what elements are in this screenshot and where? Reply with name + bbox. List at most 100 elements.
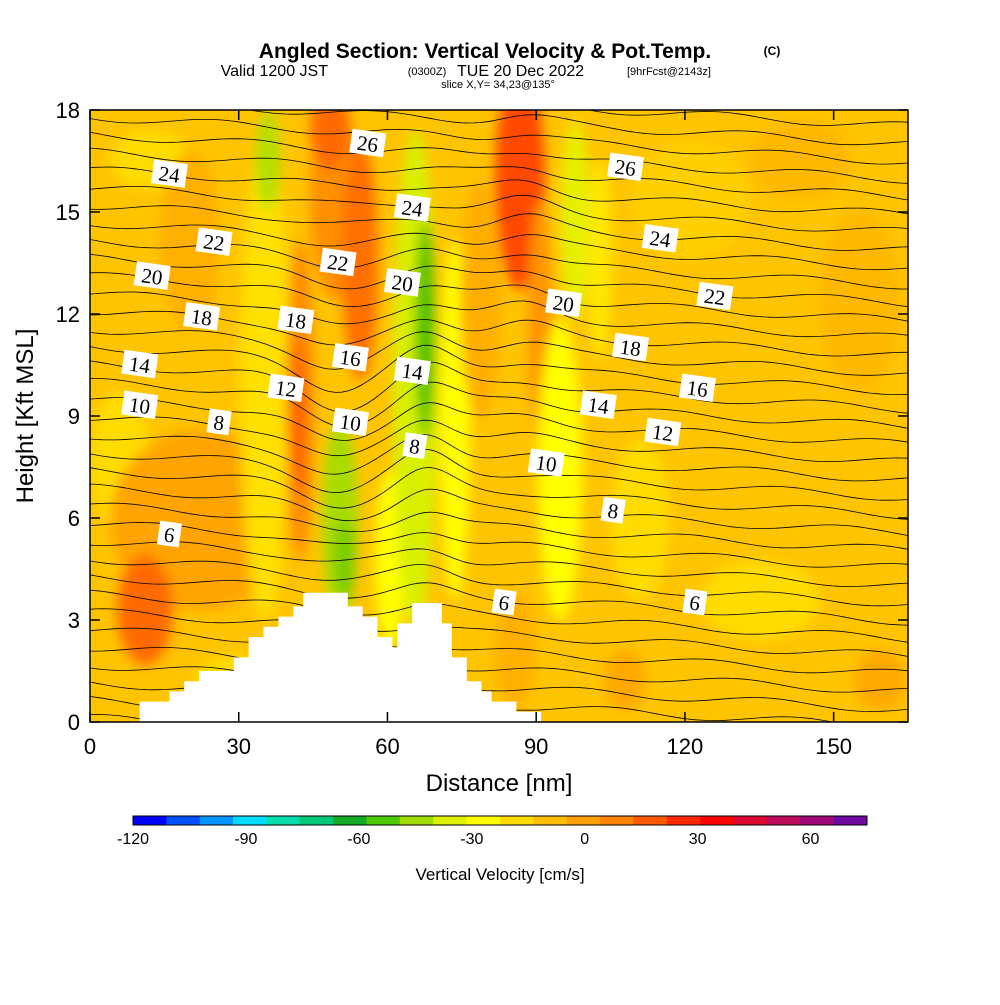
- contour-label: 12: [644, 417, 682, 447]
- contour-label: 10: [331, 407, 369, 436]
- colorbar: -120 -90 -60 -30 0 30 60: [117, 815, 868, 848]
- contour-label-box: [612, 332, 650, 362]
- field-patch: [560, 120, 590, 320]
- contour-label-box: [527, 448, 565, 477]
- contour-line: [90, 560, 908, 607]
- colorbar-segment: [366, 816, 401, 825]
- contour-label: 12: [267, 373, 305, 402]
- contour-label: 8: [600, 496, 626, 524]
- x-tick-label: 150: [815, 734, 852, 759]
- colorbar-segment: [199, 816, 234, 825]
- colorbar-segment: [800, 816, 834, 825]
- contour-line: [90, 522, 908, 568]
- contour-line: [90, 205, 908, 251]
- contour-label-box: [121, 349, 159, 379]
- field-patch: [855, 650, 905, 710]
- contour-label: 22: [195, 227, 233, 256]
- axis-ticks: 0 30 60 90 120 150 0 3 6 9 12 15 18: [56, 98, 908, 759]
- contour-label-text: 20: [140, 263, 164, 290]
- contour-label-text: 8: [212, 410, 226, 435]
- contour-label-box: [545, 288, 583, 318]
- colorbar-segment: [633, 816, 668, 825]
- contour-label-text: 12: [651, 420, 675, 447]
- contour-label: 14: [121, 349, 159, 379]
- colorbar-segment: [299, 816, 334, 825]
- y-tick-label: 9: [68, 404, 80, 429]
- contour-line: [90, 647, 908, 693]
- contour-label-text: 18: [284, 307, 308, 334]
- contour-label: 14: [579, 390, 617, 420]
- contour-label: 26: [349, 128, 387, 158]
- valid-date: TUE 20 Dec 2022: [457, 63, 584, 80]
- contour-label-text: 22: [703, 284, 727, 311]
- y-tick-label: 3: [68, 608, 80, 633]
- contour-label-box: [607, 152, 645, 182]
- contour-label: 24: [150, 159, 188, 188]
- field-patch: [342, 140, 378, 380]
- contour-label-text: 10: [534, 450, 558, 477]
- field-patch: [588, 160, 612, 360]
- contour-line: [90, 186, 908, 232]
- contour-line: [90, 272, 908, 322]
- contour-label-box: [696, 281, 734, 311]
- x-tick-label: 60: [375, 734, 399, 759]
- colorbar-tick-label: 60: [802, 831, 820, 848]
- colorbar-segment: [666, 816, 701, 825]
- contour-label-text: 12: [274, 375, 298, 402]
- contour-label-box: [644, 417, 682, 447]
- colorbar-tick-label: -60: [347, 831, 370, 848]
- contour-label-text: 10: [338, 409, 362, 436]
- y-tick-label: 15: [56, 200, 80, 225]
- contour-line: [90, 360, 908, 414]
- contour-label-box: [195, 227, 233, 256]
- contour-label: 20: [545, 288, 583, 318]
- colorbar-segment: [133, 816, 167, 825]
- contour-label: 18: [612, 332, 650, 362]
- contour-line: [90, 627, 908, 674]
- terrain-profile: [90, 592, 542, 722]
- contour-line: [90, 377, 908, 429]
- plot-area: [90, 110, 908, 722]
- contour-label-box: [491, 588, 517, 616]
- contour-label-box: [383, 268, 421, 297]
- field-patch: [117, 555, 173, 665]
- contour-label-text: 20: [390, 270, 414, 297]
- contour-line: [90, 131, 908, 184]
- contour-line: [90, 448, 908, 501]
- contour-label: 26: [607, 152, 645, 182]
- contour-line: [587, 110, 908, 126]
- contour-label-text: 10: [128, 392, 152, 419]
- contour-label: 16: [678, 373, 716, 402]
- contour-label-box: [600, 496, 626, 524]
- contour-line: [90, 589, 908, 643]
- contour-line: [90, 310, 908, 357]
- contour-line: [90, 291, 908, 338]
- contour-label-box: [349, 128, 387, 158]
- x-tick-label: 90: [524, 734, 548, 759]
- contour-label: 16: [331, 342, 369, 372]
- contour-label-box: [579, 390, 617, 420]
- valid-prefix: Valid 1200 JST: [221, 63, 329, 80]
- colorbar-tick-label: -30: [460, 831, 483, 848]
- contour-line: [90, 502, 908, 550]
- contour-label-text: 16: [338, 345, 362, 372]
- contour-line: [247, 110, 908, 146]
- contour-label-text: 26: [356, 131, 380, 158]
- contour-label: 6: [682, 588, 708, 616]
- field-patch: [750, 120, 850, 200]
- contour-label-box: [121, 390, 159, 420]
- contour-label-text: 6: [162, 522, 176, 547]
- field-patch: [256, 110, 280, 210]
- contour-label-text: 18: [189, 304, 213, 331]
- contour-line: [90, 253, 908, 308]
- contour-label-box: [641, 223, 679, 253]
- colorbar-segment: [733, 816, 768, 825]
- contour-label: 24: [393, 193, 431, 222]
- contour-line: [90, 224, 908, 271]
- colorbar-segment: [600, 816, 634, 825]
- field-patch: [460, 180, 500, 420]
- contour-labels: 24 22 20 18 14 10 8 6 26 22 18 16 12 10 24 20 14 8 20 10 6 26…: [121, 128, 734, 616]
- colorbar-segment: [700, 816, 734, 825]
- colorbar-segment: [533, 816, 568, 825]
- contour-label-box: [277, 305, 315, 335]
